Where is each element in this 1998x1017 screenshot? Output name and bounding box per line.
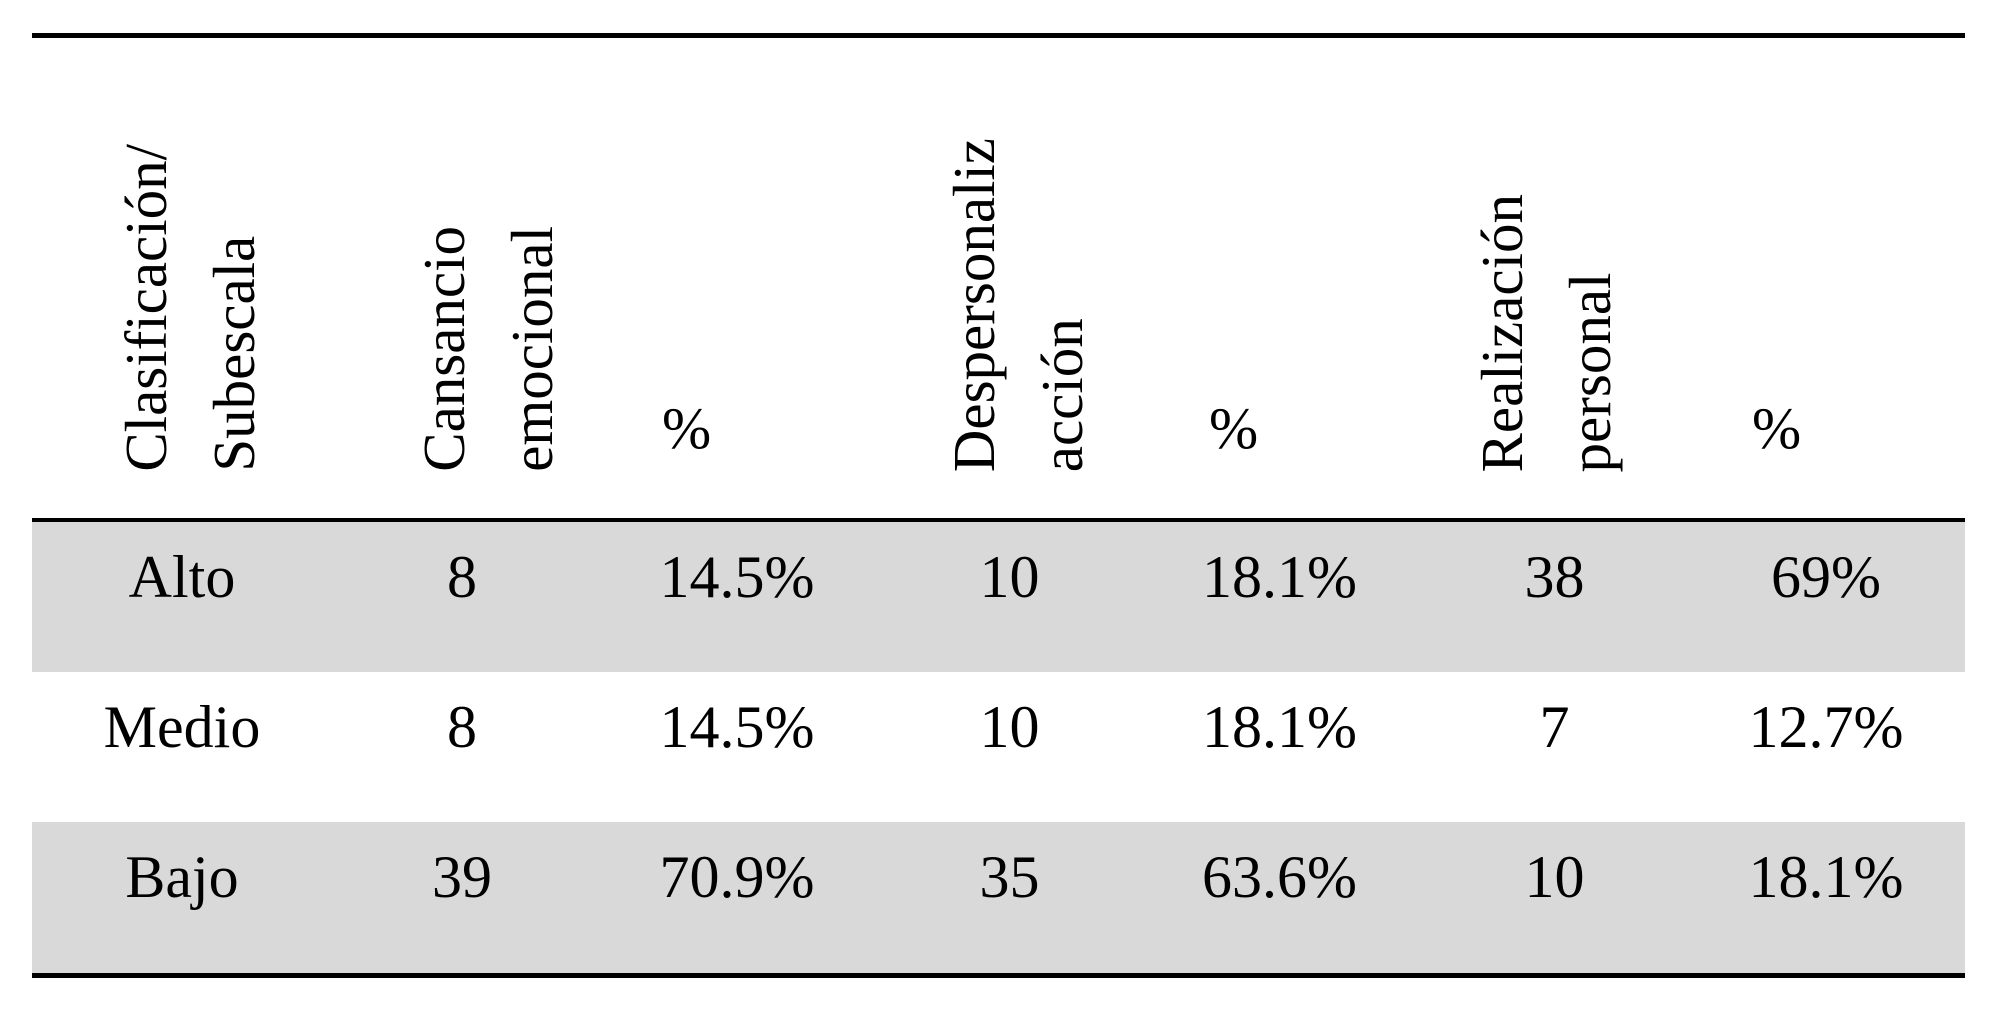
cell-emotional-exhaustion: 39 [432, 844, 492, 910]
top-rule [32, 33, 1965, 38]
header-percent-1: % [662, 395, 712, 461]
header-cell-depersonalization: Despersonaliz acción [882, 38, 1137, 518]
header-cell-classification: Clasificación/ Subescala [32, 38, 332, 518]
cell-classification: Bajo [125, 844, 239, 910]
header-cell-personal-accomplishment: Realización personal [1422, 38, 1687, 518]
cell-emotional-exhaustion-percent: 70.9% [659, 844, 815, 910]
cell-emotional-exhaustion-percent: 14.5% [659, 694, 815, 760]
table-header: Clasificación/ Subescala Cansancio emoci… [32, 38, 1965, 518]
table-row-alto: Alto 8 14.5% 10 18.1% 38 69% [32, 522, 1965, 672]
table-row-bajo: Bajo 39 70.9% 35 63.6% 10 18.1% [32, 822, 1965, 973]
cell-personal-accomplishment-percent: 69% [1771, 544, 1881, 610]
header-cell-percent-2: % [1137, 38, 1422, 518]
cell-emotional-exhaustion: 8 [447, 694, 477, 760]
header-cell-percent-1: % [592, 38, 882, 518]
cell-personal-accomplishment: 7 [1539, 694, 1570, 760]
cell-classification: Alto [128, 544, 236, 610]
header-classification: Clasificación/ Subescala [113, 144, 267, 472]
cell-personal-accomplishment-percent: 18.1% [1748, 844, 1904, 910]
cell-depersonalization: 10 [979, 544, 1040, 610]
cell-personal-accomplishment: 10 [1524, 844, 1585, 910]
cell-personal-accomplishment-percent: 12.7% [1748, 694, 1904, 760]
cell-depersonalization: 10 [979, 694, 1040, 760]
header-rule [32, 518, 1965, 522]
header-percent-3: % [1752, 395, 1802, 461]
cell-depersonalization-percent: 18.1% [1202, 544, 1357, 610]
cell-personal-accomplishment: 38 [1524, 544, 1585, 610]
cell-depersonalization-percent: 18.1% [1202, 694, 1357, 760]
table-row-medio: Medio 8 14.5% 10 18.1% 7 12.7% [32, 672, 1965, 822]
header-cell-emotional-exhaustion: Cansancio emocional [332, 38, 592, 518]
bottom-rule [32, 973, 1965, 978]
header-cell-percent-3: % [1687, 38, 1965, 518]
cell-emotional-exhaustion: 8 [447, 544, 477, 610]
cell-emotional-exhaustion-percent: 14.5% [659, 544, 815, 610]
header-depersonalization: Despersonaliz acción [941, 137, 1095, 472]
header-personal-accomplishment: Realización personal [1469, 193, 1623, 472]
header-percent-2: % [1209, 395, 1259, 461]
cell-depersonalization: 35 [979, 844, 1040, 910]
cell-classification: Medio [103, 694, 261, 760]
cell-depersonalization-percent: 63.6% [1202, 844, 1357, 910]
header-emotional-exhaustion: Cansancio emocional [411, 226, 565, 472]
